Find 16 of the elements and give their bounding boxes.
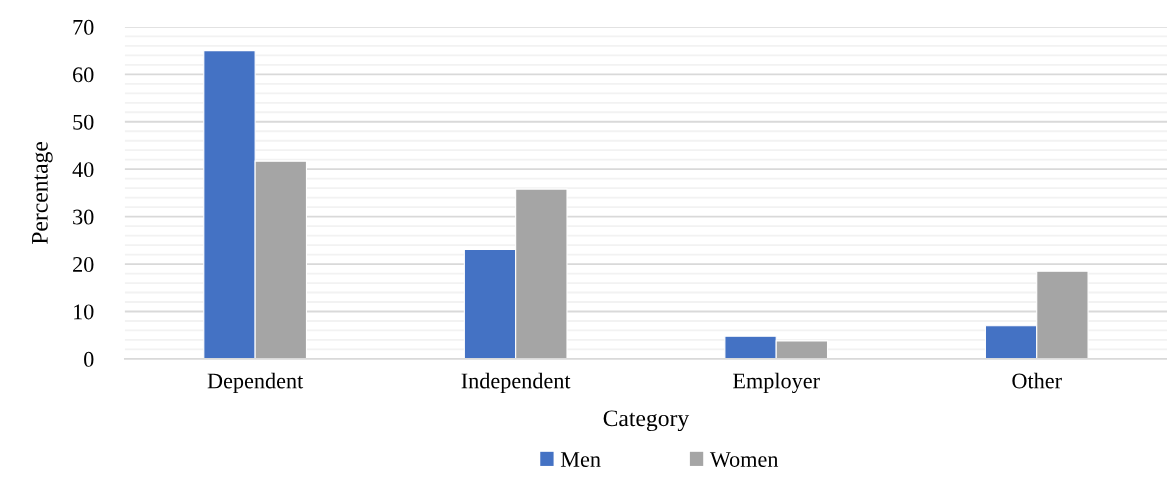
y-tick-label: 10 <box>74 304 94 320</box>
y-axis-title: Percentage <box>32 141 53 245</box>
legend-label: Men <box>560 452 601 467</box>
x-tick-label: Employer <box>733 372 820 394</box>
y-tick-label: 70 <box>73 19 94 35</box>
y-tick-label: 50 <box>73 114 94 130</box>
x-tick-label: Other <box>1012 372 1062 389</box>
x-tick-label: Independent <box>461 372 571 393</box>
x-tick-label: Dependent <box>207 372 304 393</box>
x-axis-title: Category <box>603 410 690 432</box>
legend-label: Women <box>709 452 779 468</box>
y-tick-label: 30 <box>73 209 94 225</box>
y-tick-label: 0 <box>84 351 94 367</box>
y-tick-label: 20 <box>73 256 94 272</box>
y-tick-label: 40 <box>72 162 94 178</box>
y-tick-label: 60 <box>73 67 94 83</box>
